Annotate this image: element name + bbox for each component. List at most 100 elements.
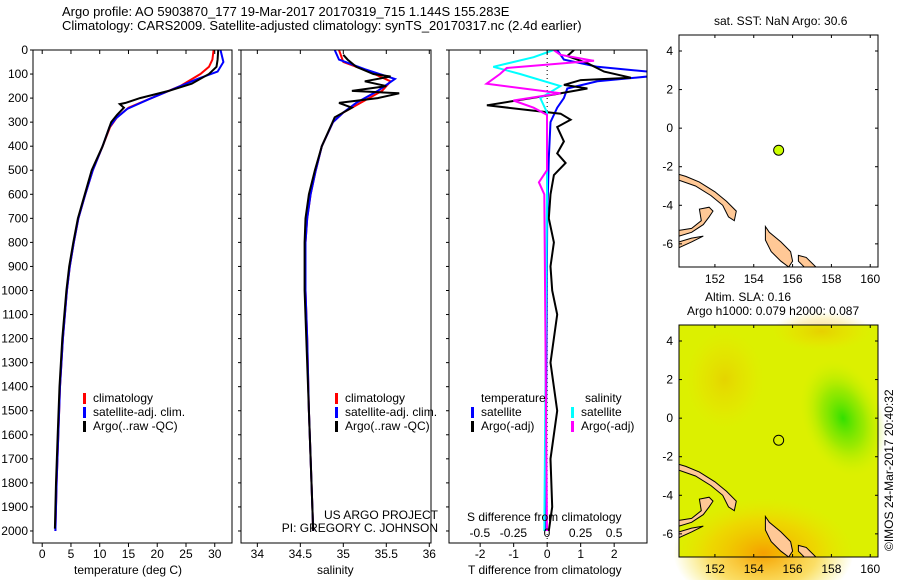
land-polygon: [679, 525, 704, 539]
y-tick-label: 200: [8, 91, 28, 105]
land-polygon: [679, 463, 737, 512]
lat-tick-label: 4: [666, 334, 673, 348]
profile-panel-0: [30, 49, 233, 547]
series-line-t-argo: [486, 50, 632, 532]
y-tick-label: 1700: [1, 452, 28, 466]
project-credit: US ARGO PROJECT: [323, 508, 438, 522]
y-tick-label: 1000: [1, 283, 28, 297]
profile-panel-2: [446, 49, 648, 547]
y-tick-label: 1600: [1, 428, 28, 442]
sla-low-region: [800, 360, 886, 477]
lat-tick-label: -6: [662, 527, 673, 541]
legend-argo: Argo(..raw -QC): [335, 419, 437, 433]
legend-climatology: climatology: [83, 391, 185, 405]
legend-salinity-title: salinity: [585, 391, 622, 405]
plot-frame: [240, 49, 432, 544]
x-tick-label: 20: [151, 547, 165, 561]
land-polygon: [679, 496, 714, 527]
lat-tick-label: -4: [662, 488, 673, 502]
x-tick-label: -2: [475, 547, 486, 561]
x-tick-label: 5: [68, 547, 75, 561]
lon-tick-label: 156: [783, 272, 803, 286]
x-tick-label: 1: [577, 547, 584, 561]
y-tick-label: 1800: [1, 476, 28, 490]
legend-s-satellite: satellite: [571, 405, 634, 419]
land-polygon: [797, 544, 817, 557]
x-tick-label: 2: [611, 547, 618, 561]
y-tick-label: 1200: [1, 332, 28, 346]
series-line-satellite-adj-clim-: [54, 50, 225, 532]
y-tick-label: 1400: [1, 380, 28, 394]
y-tick-label: 800: [8, 235, 28, 249]
lon-tick-label: 152: [705, 272, 725, 286]
legend-satellite: satellite-adj. clim.: [83, 405, 185, 419]
profile-panel-1: [238, 49, 432, 547]
x2-tick-label: 0: [544, 526, 551, 540]
x2-tick-label: 0.25: [569, 526, 593, 540]
lon-tick-label: 158: [821, 272, 841, 286]
sla-map-title1: Altim. SLA: 0.16: [705, 290, 792, 304]
figure-title-line1: Argo profile: AO 5903870_177 19-Mar-2017…: [62, 4, 510, 19]
x-tick-label: 0: [39, 547, 46, 561]
x-tick-label: 30: [208, 547, 222, 561]
y-tick-label: 400: [8, 139, 28, 153]
y-tick-label: 1900: [1, 500, 28, 514]
land-polygon: [679, 235, 704, 249]
lat-tick-label: 2: [666, 83, 673, 97]
x-tick-label: 35: [337, 547, 351, 561]
lon-tick-label: 154: [744, 272, 764, 286]
y-tick-label: 1500: [1, 404, 28, 418]
y-tick-label: 500: [8, 163, 28, 177]
y-tick-label: 700: [8, 211, 28, 225]
series-line-s-argo: [483, 50, 595, 532]
lat-tick-label: -4: [662, 198, 673, 212]
sst-map: [678, 34, 879, 268]
series-line-climatology: [304, 50, 393, 532]
y-tick-label: 1100: [2, 308, 28, 322]
sla-map: [673, 311, 886, 580]
series-line-t-satellite: [544, 50, 647, 532]
legend-s-argo: Argo(-adj): [571, 419, 634, 433]
lat-tick-label: 0: [666, 411, 673, 425]
lat-tick-label: 4: [666, 44, 673, 58]
tdiff-xlabel: T difference from climatology: [468, 563, 622, 577]
legend-climatology: climatology: [335, 391, 437, 405]
legend-temperature-title: temperature: [481, 391, 546, 405]
x-tick-label: 35.5: [375, 547, 399, 561]
y-tick-label: 300: [8, 115, 28, 129]
legend-t-argo: Argo(-adj): [471, 419, 546, 433]
lat-tick-label: -6: [662, 237, 673, 251]
y-tick-label: 900: [8, 259, 28, 273]
sla-high-region: [684, 329, 765, 430]
lon-tick-label: 152: [705, 562, 725, 576]
argo-float-marker: [773, 434, 785, 446]
salinity-xlabel: salinity: [317, 563, 354, 577]
sla-high-region: [673, 498, 854, 580]
y-tick-label: 0: [21, 43, 28, 57]
series-line-argo: [303, 54, 400, 532]
x2-tick-label: -0.5: [470, 526, 491, 540]
legend-argo: Argo(..raw -QC): [83, 419, 185, 433]
land-polygon: [679, 206, 714, 237]
map-frame: [678, 34, 879, 268]
y-tick-label: 100: [8, 67, 28, 81]
series-line-climatology: [54, 50, 215, 532]
temperature-legend: climatology satellite-adj. clim. Argo(..…: [83, 391, 185, 433]
x-tick-label: 34.5: [289, 547, 313, 561]
lon-tick-label: 154: [744, 562, 764, 576]
y-tick-label: 2000: [1, 524, 28, 538]
x2-tick-label: 0.5: [606, 526, 623, 540]
lon-tick-label: 160: [860, 272, 880, 286]
sla-high-region: [771, 311, 872, 352]
series-line-argo: [53, 50, 220, 529]
argo-float-marker: [773, 144, 785, 156]
lat-tick-label: -2: [662, 160, 673, 174]
lon-tick-label: 160: [860, 562, 880, 576]
pi-credit: PI: GREGORY C. JOHNSON: [281, 521, 438, 535]
sla-map-title2: Argo h1000: 0.079 h2000: 0.087: [687, 304, 860, 318]
lat-tick-label: -2: [662, 450, 673, 464]
x-tick-label: 15: [122, 547, 136, 561]
series-line-satellite-adj-clim-: [304, 50, 398, 532]
salinity-legend: climatology satellite-adj. clim. Argo(..…: [335, 391, 437, 433]
